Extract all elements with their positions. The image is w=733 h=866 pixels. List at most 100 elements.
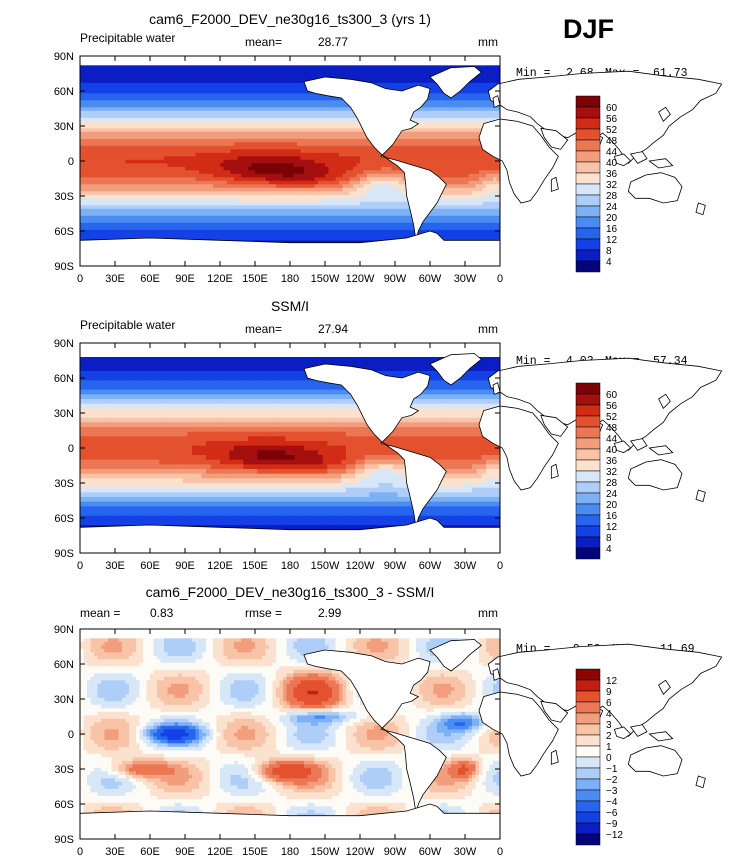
lon-tick-label: 60E xyxy=(140,846,160,858)
lon-tick-label: 150W xyxy=(311,560,340,572)
lon-tick-label: 30E xyxy=(105,560,125,572)
panel2-mean-label: mean= xyxy=(245,322,283,336)
panel1-mean-value: 28.77 xyxy=(318,35,349,49)
color-bar-swatch xyxy=(575,117,601,130)
panel3-title: cam6_F2000_DEV_ne30g16_ts300_3 - SSM/I xyxy=(145,584,435,600)
lon-tick-label: 0 xyxy=(497,846,503,858)
color-bar-level-label: 60 xyxy=(606,103,618,114)
lon-tick-label: 0 xyxy=(497,273,503,285)
panel1-title: cam6_F2000_DEV_ne30g16_ts300_3 (yrs 1) xyxy=(149,11,431,27)
color-bar-level-label: 24 xyxy=(606,202,618,213)
lon-tick-label: 150E xyxy=(242,273,268,285)
color-bar-swatch xyxy=(575,172,601,185)
color-bar-level-label: 40 xyxy=(606,158,618,169)
color-bar-swatch xyxy=(575,426,601,439)
color-bar-level-label: 36 xyxy=(606,456,618,467)
color-bar-swatch xyxy=(575,106,601,119)
color-bar-swatch xyxy=(575,139,601,152)
lon-tick-label: 150E xyxy=(242,846,268,858)
color-bar-level-label: 28 xyxy=(606,478,618,489)
color-bar-swatch xyxy=(575,701,601,714)
color-bar-level-label: −2 xyxy=(606,775,618,786)
color-bar-swatch xyxy=(575,547,601,560)
lat-tick-label: 30N xyxy=(54,408,74,420)
color-bar-swatch xyxy=(575,459,601,472)
color-bar-swatch xyxy=(575,150,601,163)
lat-tick-label: 0 xyxy=(68,156,74,168)
color-bar-level-label: 36 xyxy=(606,169,618,180)
color-bar-swatch xyxy=(575,470,601,483)
panel1-variable-label: Precipitable water xyxy=(80,31,176,45)
lat-tick-label: 30S xyxy=(54,191,74,203)
lat-tick-label: 90N xyxy=(54,51,74,63)
lat-tick-label: 90N xyxy=(54,338,74,350)
color-bar-level-label: 40 xyxy=(606,445,618,456)
color-bar-level-label: 4 xyxy=(606,709,612,720)
panel2-title: SSM/I xyxy=(270,298,310,314)
color-bar-level-label: 20 xyxy=(606,500,618,511)
lat-tick-label: 60S xyxy=(54,226,74,238)
color-bar-swatch xyxy=(575,734,601,747)
lat-tick-label: 60N xyxy=(54,659,74,671)
color-bar-swatch xyxy=(575,745,601,758)
lon-tick-label: 90W xyxy=(384,273,407,285)
color-bar-level-label: 2 xyxy=(606,731,612,742)
lon-tick-label: 0 xyxy=(497,560,503,572)
color-bar-swatch xyxy=(575,525,601,538)
color-bar-swatch xyxy=(575,216,601,229)
color-bar-level-label: 52 xyxy=(606,125,618,136)
field-shading-1 xyxy=(80,65,501,248)
color-bar-level-label: −1 xyxy=(606,764,618,775)
color-bar-level-label: 3 xyxy=(606,720,612,731)
color-bar-swatch xyxy=(575,249,601,262)
lon-tick-label: 0 xyxy=(77,846,83,858)
color-bar-level-label: 28 xyxy=(606,191,618,202)
color-bar-swatch xyxy=(575,723,601,736)
field-shading-3 xyxy=(80,638,501,821)
color-bar-swatch xyxy=(575,404,601,417)
color-bar-swatch xyxy=(575,448,601,461)
field-shading-2 xyxy=(80,357,501,535)
panel1-mean-label: mean= xyxy=(245,35,283,49)
color-bar-swatch xyxy=(575,415,601,428)
panel3-rmse-label: rmse = xyxy=(245,606,283,620)
color-bar-swatch xyxy=(575,437,601,450)
color-bar-level-label: 4 xyxy=(606,544,612,555)
lat-tick-label: 90S xyxy=(54,261,74,273)
lon-tick-label: 150E xyxy=(242,560,268,572)
color-bar-level-label: 20 xyxy=(606,213,618,224)
lon-tick-label: 120W xyxy=(346,846,375,858)
color-bar-swatch xyxy=(575,811,601,824)
lat-tick-label: 90S xyxy=(54,548,74,560)
color-bar-swatch xyxy=(575,382,601,395)
lon-tick-label: 60W xyxy=(419,560,442,572)
color-bar-swatch xyxy=(575,492,601,505)
color-bar-level-label: 56 xyxy=(606,401,618,412)
color-bar-swatch xyxy=(575,238,601,251)
lat-tick-label: 90N xyxy=(54,624,74,636)
color-bar-level-label: 12 xyxy=(606,235,618,246)
color-bar-swatch xyxy=(575,800,601,813)
color-bar-swatch xyxy=(575,183,601,196)
lat-tick-label: 30S xyxy=(54,764,74,776)
color-bar-swatch xyxy=(575,95,601,108)
lon-tick-label: 90W xyxy=(384,560,407,572)
lon-tick-label: 0 xyxy=(77,560,83,572)
color-bar-level-label: −12 xyxy=(606,830,623,841)
color-bar-swatch xyxy=(575,514,601,527)
lat-tick-label: 90S xyxy=(54,834,74,846)
color-bar-swatch xyxy=(575,778,601,791)
panel2-units: mm xyxy=(478,322,498,336)
panel2-mean-value: 27.94 xyxy=(318,322,349,336)
color-bar-level-label: 44 xyxy=(606,434,618,445)
color-bar-swatch xyxy=(575,690,601,703)
color-bar-level-label: 9 xyxy=(606,687,612,698)
panel3-rmse-value: 2.99 xyxy=(318,606,342,620)
lon-tick-label: 150W xyxy=(311,273,340,285)
color-bar-level-label: 0 xyxy=(606,753,612,764)
lat-tick-label: 30N xyxy=(54,121,74,133)
lon-tick-label: 120E xyxy=(207,273,233,285)
